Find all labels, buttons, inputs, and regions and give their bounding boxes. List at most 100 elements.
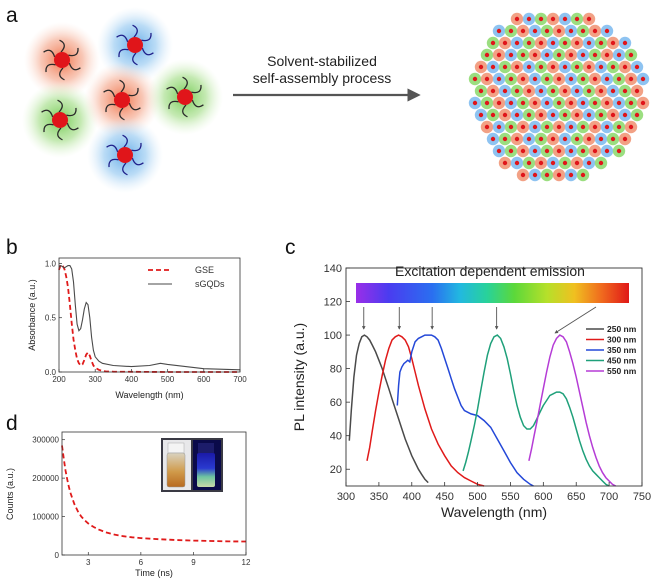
panel-label-c: c (285, 236, 296, 259)
x-tick-label: 500 (161, 375, 175, 384)
cluster-dot (564, 24, 578, 38)
cluster-dot (516, 48, 530, 62)
cluster-dot (534, 60, 548, 74)
cluster-dot (492, 120, 506, 134)
cluster-dot (534, 156, 548, 170)
cluster-dot (516, 168, 530, 182)
cluster-dot (516, 144, 530, 158)
x-tick-label: 12 (242, 558, 251, 567)
y-tick-label: 1.0 (45, 259, 57, 268)
panel-label-b: b (6, 236, 18, 259)
cluster-dot (588, 144, 602, 158)
cluster-dot (612, 144, 626, 158)
series-line-sgqds (58, 264, 241, 371)
excitation-spectrum-bar (356, 283, 629, 303)
cluster-dot (528, 96, 542, 110)
cluster-dot (540, 168, 554, 182)
cluster-dot (510, 156, 524, 170)
y-tick-label: 60 (330, 397, 342, 409)
cluster-dot (576, 96, 590, 110)
cluster-dot (588, 48, 602, 62)
decay-chart-frame (61, 431, 247, 556)
cluster-dot (504, 24, 518, 38)
cluster-dot (630, 84, 644, 98)
cluster-dot (528, 72, 542, 86)
x-tick-label: 650 (567, 491, 585, 503)
cluster-dot (528, 144, 542, 158)
cluster-dot (480, 72, 494, 86)
cluster-dot (522, 132, 536, 146)
cluster-dot (516, 24, 530, 38)
series-line-450-nm (462, 334, 610, 487)
pl-chart-frame (345, 267, 643, 487)
cluster-dot (492, 48, 506, 62)
cluster-dot (540, 72, 554, 86)
cluster-dot (486, 108, 500, 122)
cluster-dot (552, 168, 566, 182)
series-line-gse (58, 263, 240, 373)
legend-label: 300 nm (607, 335, 637, 345)
cluster-dot (528, 120, 542, 134)
cluster-dot (600, 72, 614, 86)
cluster-dot (588, 120, 602, 134)
cluster-dot (594, 156, 608, 170)
y-tick-label: 200000 (32, 474, 59, 483)
cluster-dot (564, 96, 578, 110)
cluster-dot (534, 84, 548, 98)
cluster-dot (492, 96, 506, 110)
cluster-dot (582, 156, 596, 170)
cluster-dot (624, 120, 638, 134)
x-tick-label: 9 (191, 558, 196, 567)
cluster-dot (612, 72, 626, 86)
cluster-dot (564, 168, 578, 182)
cluster-dot (618, 132, 632, 146)
cluster-dot (576, 48, 590, 62)
quantum-dot-illustration (22, 7, 223, 193)
y-tick-label: 140 (324, 263, 342, 275)
cluster-dot (636, 72, 650, 86)
cluster-dot (558, 84, 572, 98)
cluster-dot (576, 120, 590, 134)
cluster-dot (540, 120, 554, 134)
cluster-dot (570, 108, 584, 122)
cluster-dot (594, 108, 608, 122)
cluster-dot (540, 24, 554, 38)
cluster-dot (564, 72, 578, 86)
cluster-dot (624, 72, 638, 86)
cluster-dot (552, 72, 566, 86)
decay-ylabel: Counts (a.u.) (5, 468, 15, 520)
cluster-dot (600, 120, 614, 134)
x-tick-label: 400 (403, 491, 421, 503)
cluster-dot (552, 24, 566, 38)
cluster-dot (540, 144, 554, 158)
cluster-dot (516, 72, 530, 86)
cluster-dot (624, 48, 638, 62)
cluster-dot (576, 168, 590, 182)
cluster-dot (564, 144, 578, 158)
cluster-dot (582, 84, 596, 98)
cluster-dot (546, 36, 560, 50)
cluster-dot (498, 84, 512, 98)
cluster-dot (606, 36, 620, 50)
excitation-arrow (554, 306, 597, 334)
x-tick-label: 600 (534, 491, 552, 503)
cluster-dot (582, 12, 596, 26)
cluster-dot (564, 48, 578, 62)
cluster-dot (516, 120, 530, 134)
cluster-dot (528, 168, 542, 182)
cluster-dot (570, 132, 584, 146)
x-tick-label: 300 (337, 491, 355, 503)
cluster-dot (618, 60, 632, 74)
cluster-dot (606, 132, 620, 146)
cluster-dot (522, 36, 536, 50)
cluster-dot (546, 156, 560, 170)
legend-label: 450 nm (607, 356, 637, 366)
cluster-dot (504, 96, 518, 110)
x-tick-label: 700 (600, 491, 618, 503)
cluster-dot (570, 36, 584, 50)
decay-curve (61, 445, 247, 543)
y-tick-label: 0.0 (45, 368, 57, 377)
panel-label-a: a (6, 4, 18, 27)
cluster-dot (552, 144, 566, 158)
